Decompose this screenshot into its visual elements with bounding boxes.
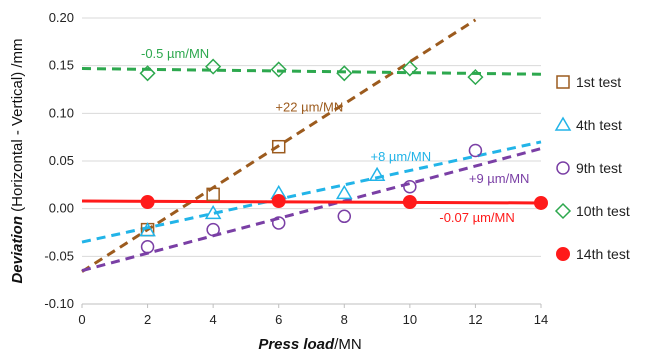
data-point-series-3 <box>468 143 483 158</box>
slope-label-series-4: -0.5 µm/MN <box>141 46 209 61</box>
y-tick-label: 0.15 <box>49 58 74 73</box>
data-point-series-2 <box>335 184 353 200</box>
trendline-series-2 <box>81 140 542 244</box>
grid-lines <box>82 17 541 305</box>
legend-marker-series-5 <box>556 247 570 261</box>
x-axis-title-italic: Press load <box>258 336 335 353</box>
slope-label-series-1: +22 µm/MN <box>275 99 343 114</box>
x-tick-label: 0 <box>78 312 85 327</box>
annotations: +22 µm/MN +8 µm/MN +9 µm/MN -0.5 µm/MN -0.07… <box>141 46 529 225</box>
data-point-series-5 <box>140 194 155 209</box>
data-point-series-5 <box>271 194 286 209</box>
data-point-series-3 <box>271 216 286 230</box>
data-point-series-4 <box>139 65 156 82</box>
legend-label-series-3: 9th test <box>576 160 622 176</box>
x-tick-label: 6 <box>275 312 282 327</box>
legend-marker-series-1 <box>556 75 570 89</box>
y-tick-label: 0.20 <box>49 10 74 25</box>
data-point-series-4 <box>401 60 418 77</box>
y-axis-title-italic: Deviation <box>9 216 26 284</box>
legend-label-series-5: 14th test <box>576 246 630 262</box>
data-point-series-3 <box>337 209 352 224</box>
y-tick-label: -0.05 <box>44 248 74 263</box>
legend-label-series-2: 4th test <box>576 117 622 133</box>
x-tick-label: 4 <box>210 312 217 327</box>
data-point-series-5 <box>402 194 417 209</box>
trendline-series-5 <box>81 199 542 205</box>
x-tick-label: 14 <box>534 312 548 327</box>
data-point-series-2 <box>139 222 156 237</box>
y-tick-label: 0.10 <box>49 105 74 120</box>
x-tick-label: 2 <box>144 312 151 327</box>
data-point-series-3 <box>206 222 220 237</box>
y-axis-title-unit: (Horizontal - Vertical) /mm <box>9 38 26 216</box>
data-point-series-4 <box>205 58 222 75</box>
y-tick-label: 0.00 <box>49 201 74 216</box>
legend-marker-series-3 <box>556 161 570 175</box>
x-axis-title-unit: /MN <box>334 336 362 353</box>
data-point-series-1 <box>271 139 286 154</box>
data-point-series-4 <box>336 65 353 82</box>
x-tick-label: 10 <box>403 312 417 327</box>
legend-label-series-4: 10th test <box>576 203 630 219</box>
legend-marker-series-2 <box>554 116 572 131</box>
data-point-series-4 <box>467 69 484 86</box>
x-tick-label: 8 <box>341 312 348 327</box>
y-axis-title: Deviation (Horizontal - Vertical) /mm <box>9 38 26 283</box>
data-points <box>139 58 548 254</box>
data-point-series-5 <box>534 195 548 210</box>
data-point-series-1 <box>206 187 220 202</box>
trendline-series-4 <box>81 67 542 76</box>
legend-marker-series-4 <box>554 202 572 220</box>
trend-lines <box>81 18 542 273</box>
axes: -0.10 -0.05 0.00 0.05 0.10 0.15 0.20 0 2 4 6 8 10 12 1… <box>44 10 548 327</box>
slope-label-series-5: -0.07 µm/MN <box>439 210 514 225</box>
x-axis-title: Press load/MN <box>258 336 361 353</box>
data-point-series-4 <box>270 61 287 78</box>
data-point-series-3 <box>403 179 417 194</box>
trendline-series-1 <box>81 18 477 273</box>
data-point-series-3 <box>140 240 155 254</box>
data-point-series-2 <box>204 204 222 220</box>
x-tick-label: 12 <box>468 312 482 327</box>
slope-label-series-2: +8 µm/MN <box>371 149 432 164</box>
y-tick-label: 0.05 <box>49 153 74 168</box>
trendline-series-3 <box>81 147 542 273</box>
legend-label-series-1: 1st test <box>576 74 621 90</box>
legend: 1st test 4th test 9th test 10th test 14th te… <box>554 74 630 262</box>
slope-label-series-3: +9 µm/MN <box>469 171 530 186</box>
y-tick-label: -0.10 <box>44 296 74 311</box>
data-point-series-2 <box>368 166 386 182</box>
